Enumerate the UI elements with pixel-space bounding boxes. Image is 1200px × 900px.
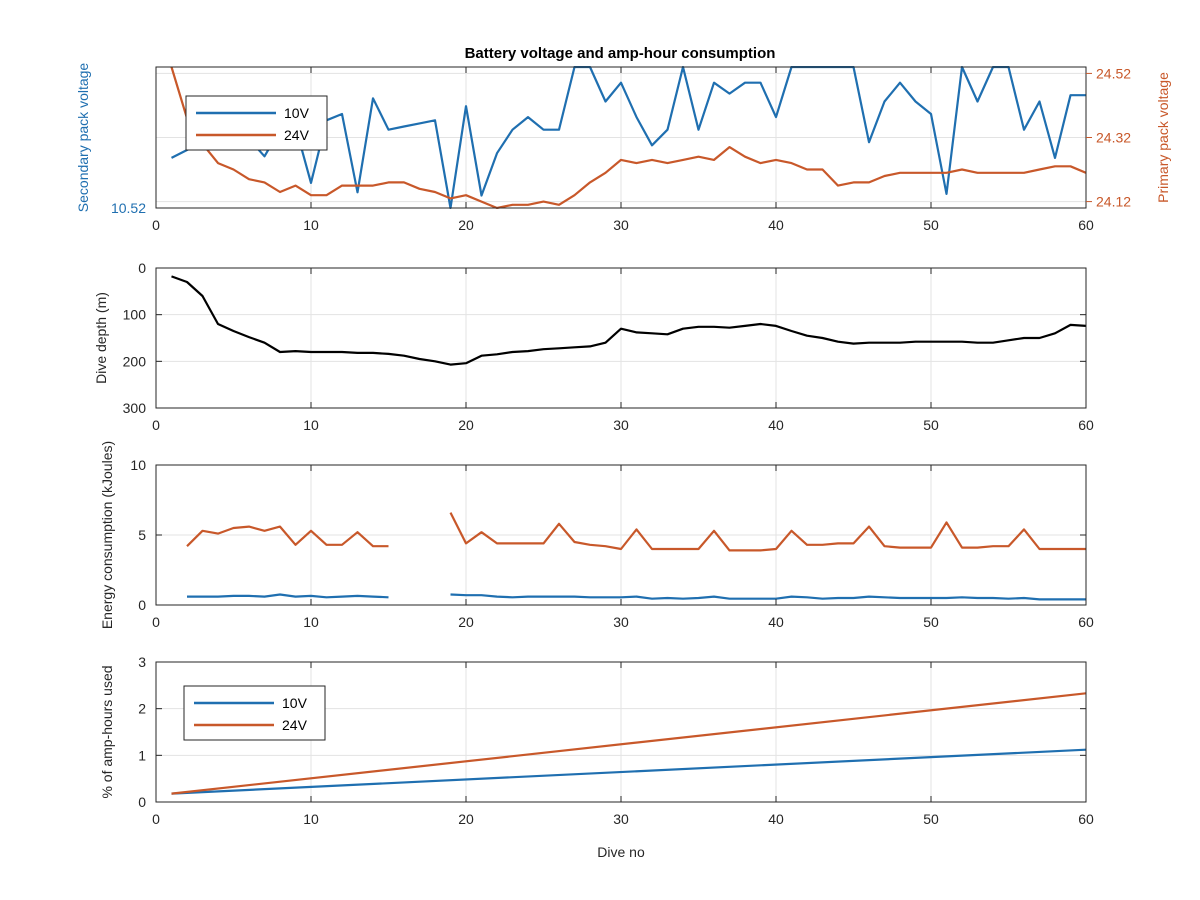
x-tick-label: 10 — [303, 417, 319, 433]
y-tick-label: 300 — [123, 400, 147, 416]
x-tick-label: 40 — [768, 217, 784, 233]
x-tick-label: 50 — [923, 811, 939, 827]
y-right-tick-label: 24.52 — [1096, 65, 1131, 81]
x-tick-label: 20 — [458, 217, 474, 233]
y-axis-label: Dive depth (m) — [93, 292, 109, 384]
legend-label-10v: 10V — [284, 105, 310, 121]
y-tick-label: 10.52 — [111, 200, 146, 216]
x-tick-label: 60 — [1078, 217, 1094, 233]
figure-title: Battery voltage and amp-hour consumption — [465, 45, 776, 62]
y-tick-label: 0 — [138, 794, 146, 810]
x-tick-label: 50 — [923, 417, 939, 433]
y-right-tick-label: 24.12 — [1096, 194, 1131, 210]
x-tick-label: 20 — [458, 417, 474, 433]
y-tick-label: 200 — [123, 353, 147, 369]
y-tick-label: 5 — [138, 527, 146, 543]
y-axis-label-right: Primary pack voltage — [1155, 72, 1171, 203]
x-tick-label: 40 — [768, 417, 784, 433]
x-tick-label: 10 — [303, 217, 319, 233]
y-tick-label: 3 — [138, 654, 146, 670]
chart-panel-4: 0 10 20 30 40 50 60 0 1 2 3 % of amp-hours used Dive… — [99, 654, 1094, 860]
x-tick-label: 20 — [458, 811, 474, 827]
x-tick-label: 30 — [613, 614, 629, 630]
series-line-10v — [171, 748, 1086, 795]
legend-box — [183, 685, 326, 741]
y-tick-label: 2 — [138, 701, 146, 717]
x-tick-label: 40 — [768, 811, 784, 827]
chart-panel-2: 0 10 20 30 40 50 60 0 100 200 300 Dive depth (m) — [93, 260, 1094, 433]
y-tick-label: 0 — [138, 260, 146, 276]
chart-panel-1: 0 10 20 30 40 50 60 10.52 24.12 24.32 24.52 Seconda… — [75, 63, 1171, 233]
series-line-10v — [187, 593, 1086, 601]
legend-label-24v: 24V — [282, 717, 308, 733]
chart-panel-3: 0 10 20 30 40 50 60 0 5 10 Energy consumption (kJo… — [99, 441, 1094, 630]
x-tick-label: 60 — [1078, 614, 1094, 630]
series-line-24v — [170, 66, 1086, 209]
series-line-24v — [171, 692, 1086, 795]
y-right-tick-label: 24.32 — [1096, 130, 1131, 146]
y-axis-label: Secondary pack voltage — [75, 63, 91, 213]
x-axis-label: Dive no — [597, 844, 645, 860]
x-tick-label: 0 — [152, 417, 160, 433]
x-tick-label: 10 — [303, 811, 319, 827]
x-tick-label: 10 — [303, 614, 319, 630]
x-tick-label: 30 — [613, 417, 629, 433]
y-tick-label: 10 — [130, 457, 146, 473]
y-axis-label: % of amp-hours used — [99, 665, 115, 798]
y-tick-label: 1 — [138, 747, 146, 763]
y-axis-label: Energy consumption (kJoules) — [99, 441, 115, 629]
x-tick-label: 40 — [768, 614, 784, 630]
y-tick-label: 100 — [123, 307, 147, 323]
legend-label-24v: 24V — [284, 127, 310, 143]
x-tick-label: 60 — [1078, 417, 1094, 433]
x-tick-label: 0 — [152, 811, 160, 827]
x-tick-label: 20 — [458, 614, 474, 630]
series-line-24v — [186, 512, 1086, 552]
x-tick-label: 30 — [613, 811, 629, 827]
x-tick-label: 50 — [923, 614, 939, 630]
y-tick-label: 0 — [138, 597, 146, 613]
legend-box — [185, 95, 328, 151]
x-tick-label: 30 — [613, 217, 629, 233]
x-tick-label: 60 — [1078, 811, 1094, 827]
x-tick-label: 0 — [152, 614, 160, 630]
legend-label-10v: 10V — [282, 695, 308, 711]
x-tick-label: 0 — [152, 217, 160, 233]
x-tick-label: 50 — [923, 217, 939, 233]
series-line — [171, 275, 1086, 366]
